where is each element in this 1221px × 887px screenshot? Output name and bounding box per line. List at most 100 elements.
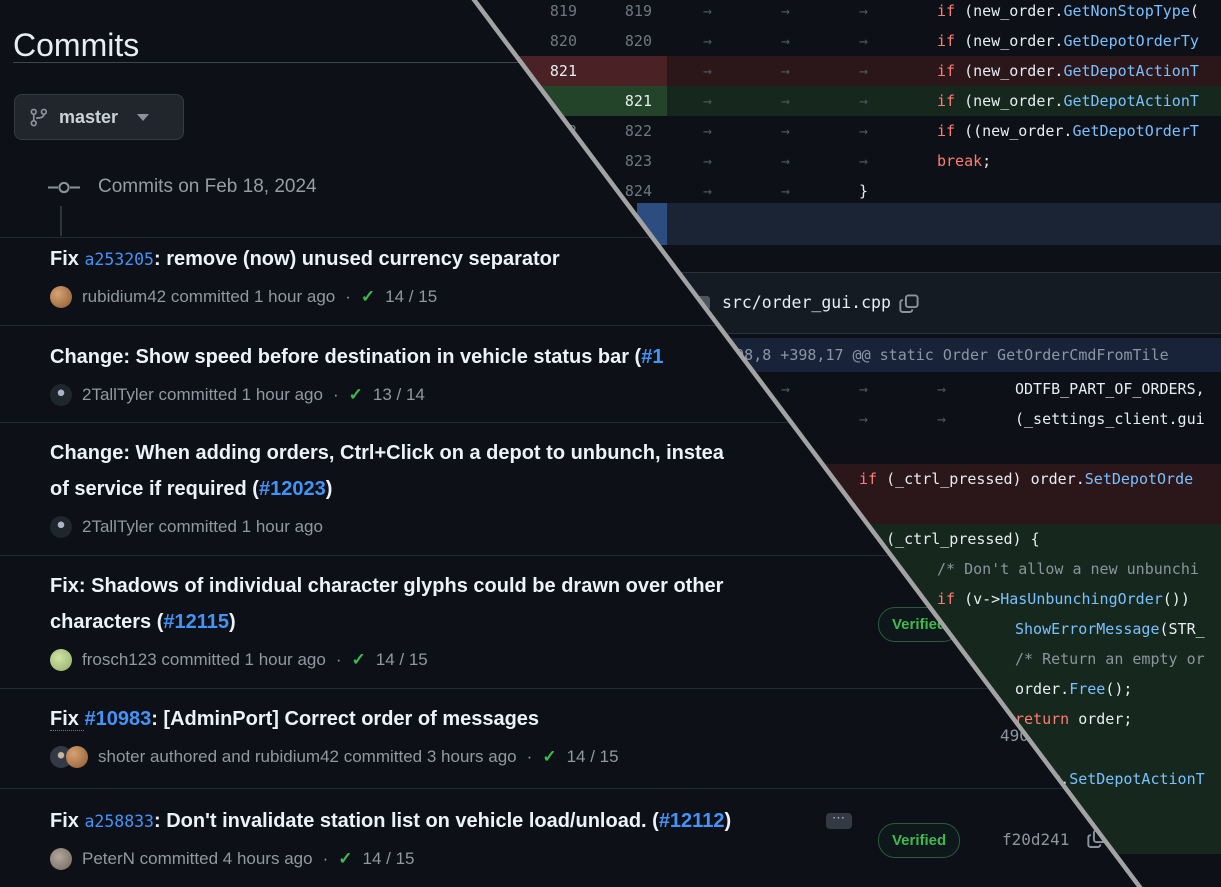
avatar[interactable] (50, 516, 72, 538)
code-token: return (1015, 710, 1070, 728)
commit-title[interactable]: Change: When adding orders, Ctrl+Click o… (50, 442, 724, 464)
code-token: (new_order. (955, 32, 1064, 50)
code-token: GetDepotActionT (1063, 62, 1199, 80)
avatar[interactable] (50, 649, 72, 671)
code-token: HasUnbunchingOrder (1000, 590, 1163, 608)
diff-row-add: 821 → → → if (new_order.GetDepotActionT (500, 86, 1221, 116)
code-token: break (937, 152, 983, 170)
avatar[interactable] (50, 384, 72, 406)
code-token: /* Don't allow a new unbunchi (937, 560, 1199, 578)
tab-whitespace-icon: → (859, 62, 869, 80)
code-token: (new_order. (955, 2, 1064, 20)
tab-whitespace-icon: → (781, 380, 791, 398)
checks-passed-icon[interactable]: ✓ (360, 287, 376, 306)
code-token: SetDepotActionT (1069, 770, 1205, 788)
commit-title[interactable]: Change: Show speed before destination in… (50, 346, 664, 368)
new-line-number[interactable]: 822 (624, 122, 652, 140)
file-path[interactable]: src/order_gui.cpp (722, 293, 891, 312)
checks-passed-icon[interactable]: ✓ (338, 849, 353, 868)
code-token: Free (1069, 680, 1106, 698)
commit-meta: 2TallTyler committed 1 hour ago (50, 516, 323, 538)
branch-name: master (59, 106, 119, 127)
avatar[interactable] (66, 746, 88, 768)
page-title: Commits (13, 27, 140, 64)
issue-link[interactable]: #12023 (258, 478, 326, 500)
tab-whitespace-icon: → (781, 182, 791, 200)
new-line-number[interactable] (586, 56, 667, 86)
commit-title[interactable]: Fix #10983: [AdminPort] Correct order of… (50, 708, 540, 731)
code-token: /* Return an empty or (1015, 650, 1205, 668)
checks-passed-icon[interactable]: ✓ (542, 747, 557, 766)
hunk-range-text: @@ -398,8 +398,17 @@ static Order GetOrd… (690, 346, 1169, 364)
commit-meta: rubidium42 committed 1 hour ago · ✓ 14 / … (50, 286, 437, 308)
branch-selector-button[interactable]: master (14, 94, 184, 140)
new-line-number[interactable]: 821 (586, 86, 667, 116)
checks-count[interactable]: 14 / 15 (385, 287, 438, 306)
checks-count[interactable]: 14 / 15 (566, 747, 619, 766)
commit-title[interactable]: of service if required (#12023) (50, 478, 333, 500)
issue-link[interactable]: #10983 (84, 708, 152, 730)
diff-row-ctx: 819 819 → → → if (new_order.GetNonStopType( (500, 0, 1221, 26)
git-branch-icon (30, 108, 48, 126)
code-token: (_settings_client.gui (1015, 410, 1205, 428)
commit-hash-link[interactable]: a258833 (84, 812, 154, 831)
commit-meta: frosch123 committed 1 hour ago · ✓ 14 / 1… (50, 649, 428, 671)
diff-row-ctx: 822822→→→if ((new_order.GetDepotOrderT (500, 116, 1221, 146)
tab-whitespace-icon: → (859, 410, 869, 428)
code-line: → →} (667, 176, 1221, 206)
avatar[interactable] (50, 848, 72, 870)
commit-title[interactable]: Fix a258833: Don't invalidate station li… (50, 810, 732, 832)
checks-count[interactable]: 14 / 15 (362, 849, 415, 868)
commit-hash-link[interactable]: a253205 (84, 250, 154, 269)
tab-whitespace-icon: → (781, 152, 791, 170)
diff-row-ctx: 823823→→→break; (500, 146, 1221, 176)
checks-count[interactable]: 14 / 15 (375, 650, 428, 669)
tab-whitespace-icon: → (859, 152, 869, 170)
checks-passed-icon[interactable]: ✓ (351, 650, 366, 669)
code-token: ()) (1162, 590, 1190, 608)
verified-badge[interactable]: Verified (878, 823, 961, 858)
new-line-number[interactable]: 819 (624, 2, 652, 20)
checks-count[interactable]: 13 / 14 (372, 385, 425, 404)
row-divider (0, 788, 1142, 789)
code-token: (new_order. (955, 92, 1064, 110)
checks-passed-icon[interactable]: ✓ (348, 385, 363, 404)
commit-meta: shoter authored and rubidium42 committed… (50, 746, 619, 768)
commit-title[interactable]: Fix: Shadows of individual character gly… (50, 575, 724, 597)
old-line-number[interactable]: 819 (549, 2, 577, 20)
code-token: (v-> (955, 590, 1001, 608)
old-line-number[interactable]: 820 (549, 32, 577, 50)
commit-group-heading: Commits on Feb 18, 2024 (48, 176, 317, 198)
code-token: if (937, 32, 956, 50)
tab-whitespace-icon: → (703, 152, 713, 170)
chevron-down-icon (137, 113, 150, 121)
copy-path-icon[interactable] (898, 293, 920, 315)
tab-whitespace-icon: → (781, 92, 791, 110)
avatar[interactable] (50, 286, 72, 308)
code-token: if (937, 62, 956, 80)
commit-meta: PeterN committed 4 hours ago · ✓ 14 / 15 (50, 848, 414, 870)
tab-whitespace-icon: → (703, 92, 713, 110)
tab-whitespace-icon: → (781, 62, 791, 80)
issue-link[interactable]: #1 (641, 346, 664, 368)
code-token: (); (1105, 680, 1133, 698)
code-token: (STR_ (1159, 620, 1205, 638)
issue-link[interactable]: #12115 (163, 611, 230, 633)
tab-whitespace-icon: → (859, 2, 869, 20)
tab-whitespace-icon: → (937, 410, 947, 428)
commit-title[interactable]: characters (#12115) (50, 611, 236, 633)
tab-whitespace-icon: → (937, 380, 947, 398)
code-token: GetDepotOrderT (1072, 122, 1199, 140)
commit-description-toggle[interactable]: ⋯ (826, 811, 852, 829)
commit-short-hash[interactable]: f20d241 (1002, 830, 1070, 849)
new-line-number[interactable]: 820 (624, 32, 652, 50)
git-commit-icon (48, 181, 80, 193)
commit-title[interactable]: Fix a253205: remove (now) unused currenc… (50, 248, 560, 270)
tab-whitespace-icon: → (703, 122, 713, 140)
code-token: GetDepotActionT (1063, 92, 1199, 110)
tab-whitespace-icon: → (781, 32, 791, 50)
code-token: GetDepotOrderTy (1063, 32, 1199, 50)
tab-whitespace-icon: → (859, 380, 869, 398)
code-line: → → → if (new_order.GetDepotActionT (667, 86, 1221, 116)
issue-link[interactable]: #12112 (658, 810, 725, 832)
